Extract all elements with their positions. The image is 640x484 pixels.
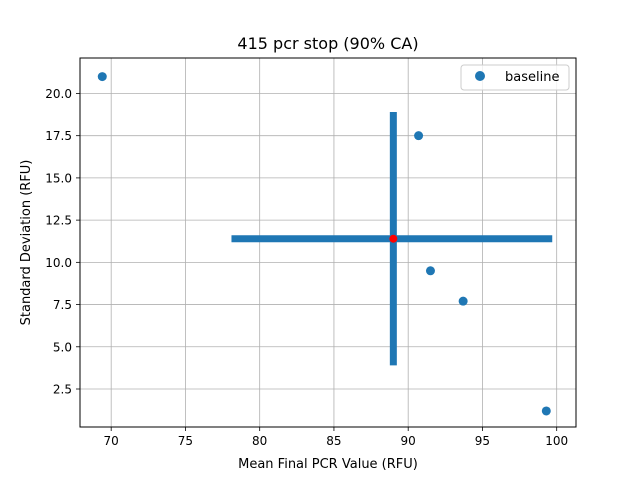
x-tick-label: 80 [252,434,267,448]
scatter-point [458,296,468,306]
x-tick-label: 75 [178,434,193,448]
x-axis-label: Mean Final PCR Value (RFU) [238,457,418,472]
axis-ticks: 70 75 80 85 90 95 100 2.5 5.0 7.5 10.0 12.5 15.0 17.5… [45,87,568,448]
x-tick-label: 90 [401,434,416,448]
legend-label: baseline [505,70,559,85]
y-tick-label: 7.5 [53,298,72,312]
x-tick-label: 85 [326,434,341,448]
scatter-point [541,406,551,416]
x-tick-label: 70 [104,434,119,448]
scatter-point [97,72,107,82]
scatter-point [414,131,424,141]
plot-frame [79,57,577,428]
scatter-point [425,266,435,276]
x-tick-label: 100 [545,434,568,448]
y-tick-label: 20.0 [45,87,72,101]
y-tick-label: 10.0 [45,256,72,270]
y-tick-label: 2.5 [53,383,72,397]
legend: baseline [460,64,570,91]
legend-box [460,64,570,91]
chart-title: 415 pcr stop (90% CA) [237,34,418,53]
y-tick-label: 17.5 [45,129,72,143]
y-tick-label: 12.5 [45,214,72,228]
grid [80,58,576,427]
x-tick-label: 95 [475,434,490,448]
legend-marker [475,71,485,81]
y-tick-label: 15.0 [45,171,72,185]
y-tick-label: 5.0 [53,340,72,354]
plot-marks [97,72,553,416]
crosshair-center-point [389,234,398,243]
y-axis-label: Standard Deviation (RFU) [19,160,34,326]
